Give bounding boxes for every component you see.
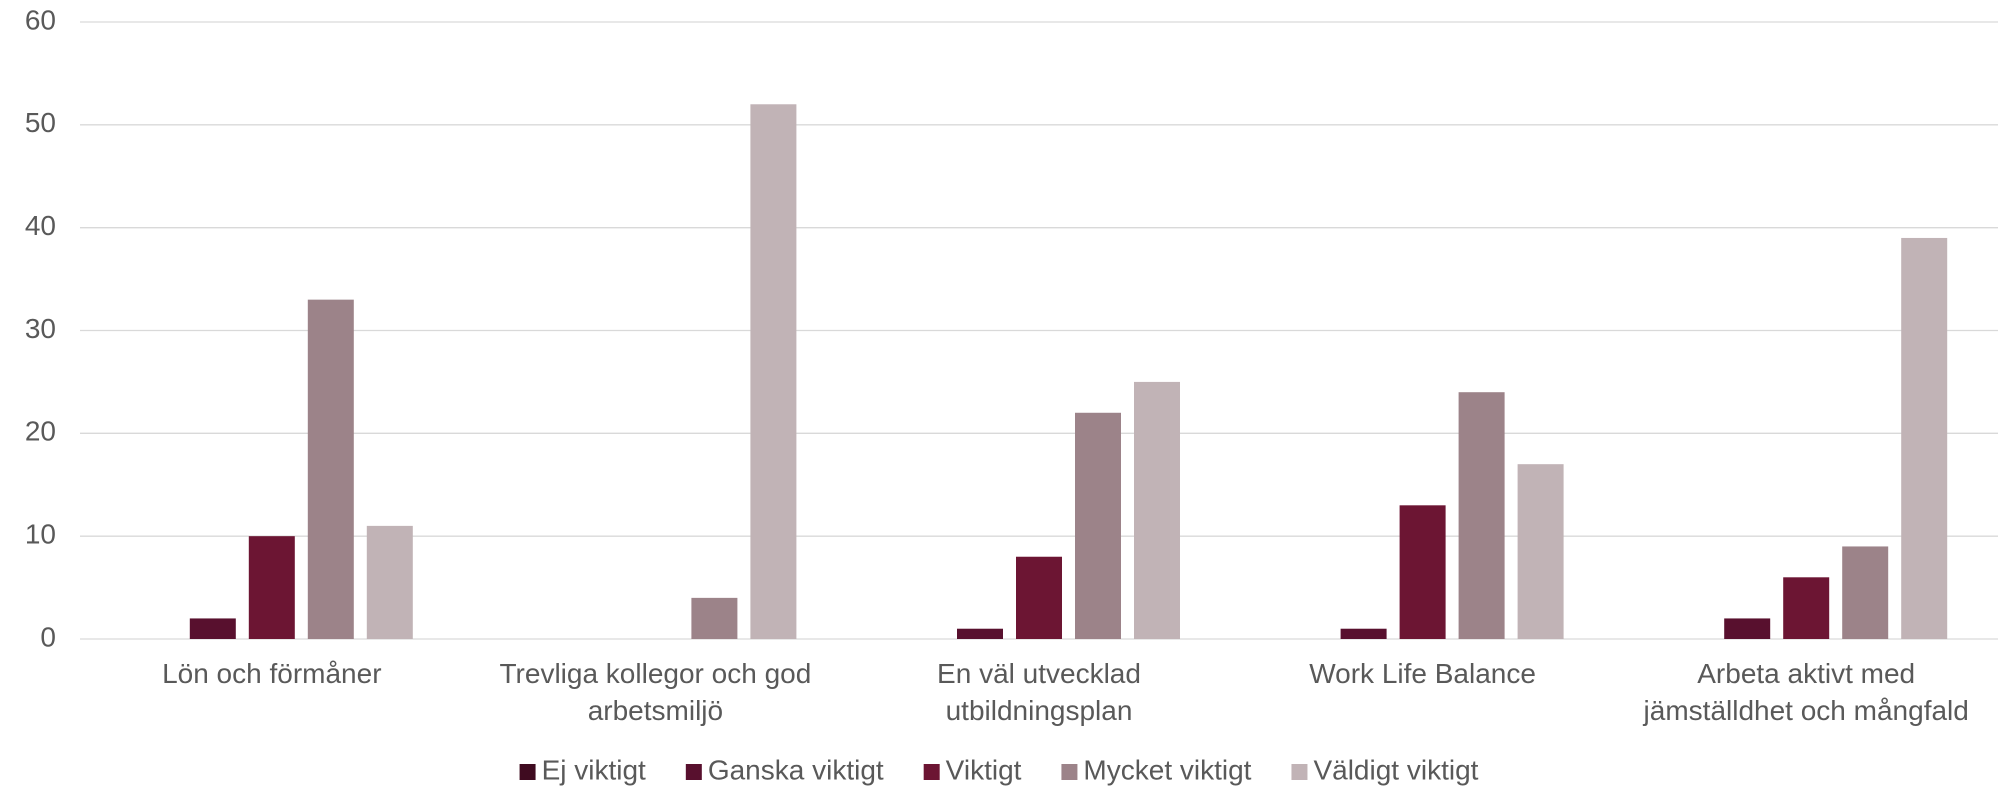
bar [1901,237,1948,639]
bar [307,299,354,639]
x-tick-label: Lön och förmåner [162,658,381,689]
y-tick-label: 40 [25,210,56,241]
bar [248,536,295,639]
bar [189,618,236,639]
label-line: arbetsmiljö [588,695,723,726]
label-line: Trevliga kollegor och god [499,658,811,689]
legend-swatch [519,764,536,780]
legend-swatch [1291,764,1308,780]
x-tick-label: En väl utvecklad utbildningsplan [937,658,1141,726]
legend-swatch [685,764,702,780]
legend-label: Väldigt viktigt [1313,754,1478,785]
label-line: Lön och förmåner [162,658,381,689]
x-tick-label: Work Life Balance [1309,658,1536,689]
bar [366,525,413,639]
bar [1458,392,1505,639]
label-line: jämställdhet och mångfald [1643,695,1969,726]
bar [1842,546,1889,639]
bar [1399,505,1446,639]
y-tick-label: 20 [25,416,56,447]
legend-label: Ganska viktigt [708,754,884,785]
bar [1075,412,1121,639]
label-line: utbildningsplan [946,695,1133,726]
bar [1340,628,1387,639]
bar [1517,464,1564,639]
y-tick-label: 50 [25,107,56,138]
bar [750,104,797,640]
x-tick-label: Trevliga kollegor och god arbetsmiljö [499,658,811,726]
legend: Ej viktigt Ganska viktigt Viktigt Mycket vi… [519,754,1479,785]
bar [957,628,1003,639]
x-tick-label: Arbeta aktivt med jämställdhet och mångfa… [1643,658,1969,726]
bar [1783,577,1830,639]
label-line: Arbeta aktivt med [1697,658,1915,689]
legend-label: Mycket viktigt [1083,754,1251,785]
legend-swatch [1061,764,1078,780]
y-tick-label: 10 [25,519,56,550]
bar [691,597,738,639]
y-tick-label: 30 [25,313,56,344]
legend-label: Viktigt [946,754,1022,785]
bar [1016,556,1062,639]
legend-swatch [923,764,940,780]
y-tick-label: 0 [40,621,56,652]
label-line: En väl utvecklad [937,658,1141,689]
bar [1724,618,1771,639]
bar [1134,381,1180,639]
label-line: Work Life Balance [1309,658,1536,689]
y-tick-label: 60 [25,4,56,35]
legend-label: Ej viktigt [542,754,646,785]
